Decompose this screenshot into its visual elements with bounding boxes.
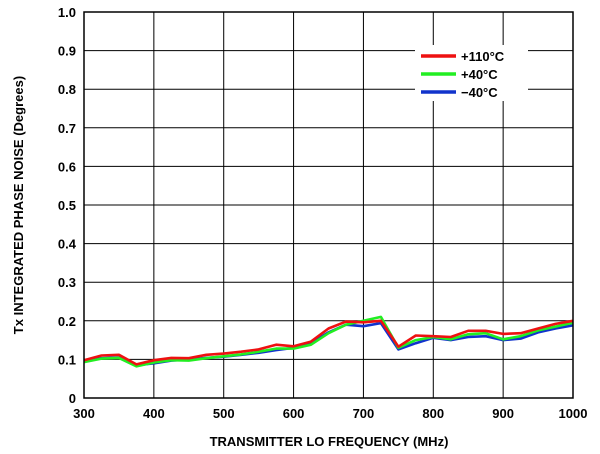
y-tick-labels: 0 0.1 0.2 0.3 0.4 0.5 0.6 0.7 0.8 0.9 1.0 (58, 5, 77, 406)
x-tick-label: 900 (492, 406, 514, 421)
plot-frame (83, 11, 574, 399)
y-axis-title: Tx INTEGRATED PHASE NOISE (Degrees) (11, 76, 26, 334)
series-line-1 (83, 315, 574, 368)
y-tick-label: 0.3 (58, 275, 76, 290)
legend-label: −40°C (461, 85, 498, 100)
y-tick-label: 0.4 (58, 237, 77, 252)
y-tick-label: 0.6 (58, 159, 76, 174)
y-tick-label: 1.0 (58, 5, 76, 20)
legend-label: +40°C (461, 67, 498, 82)
x-tick-labels: 300 400 500 600 700 800 900 1000 (73, 406, 587, 421)
series-line-0 (83, 319, 574, 366)
x-tick-label: 600 (283, 406, 305, 421)
legend: +110°C +40°C −40°C (415, 45, 528, 101)
legend-label: +110°C (461, 49, 505, 64)
y-tick-label: 0 (69, 391, 76, 406)
x-tick-label: 800 (422, 406, 444, 421)
x-tick-label: 1000 (559, 406, 588, 421)
x-tick-label: 700 (353, 406, 375, 421)
y-tick-label: 0.8 (58, 82, 76, 97)
x-axis-title: TRANSMITTER LO FREQUENCY (MHz) (210, 434, 449, 449)
y-tick-label: 0.9 (58, 44, 76, 59)
y-tick-label: 0.5 (58, 198, 76, 213)
x-tick-label: 300 (73, 406, 95, 421)
y-tick-label: 0.2 (58, 314, 76, 329)
x-tick-label: 400 (143, 406, 165, 421)
y-tick-label: 0.1 (58, 352, 76, 367)
x-tick-label: 500 (213, 406, 235, 421)
series-layer (83, 315, 574, 368)
y-tick-label: 0.7 (58, 121, 76, 136)
